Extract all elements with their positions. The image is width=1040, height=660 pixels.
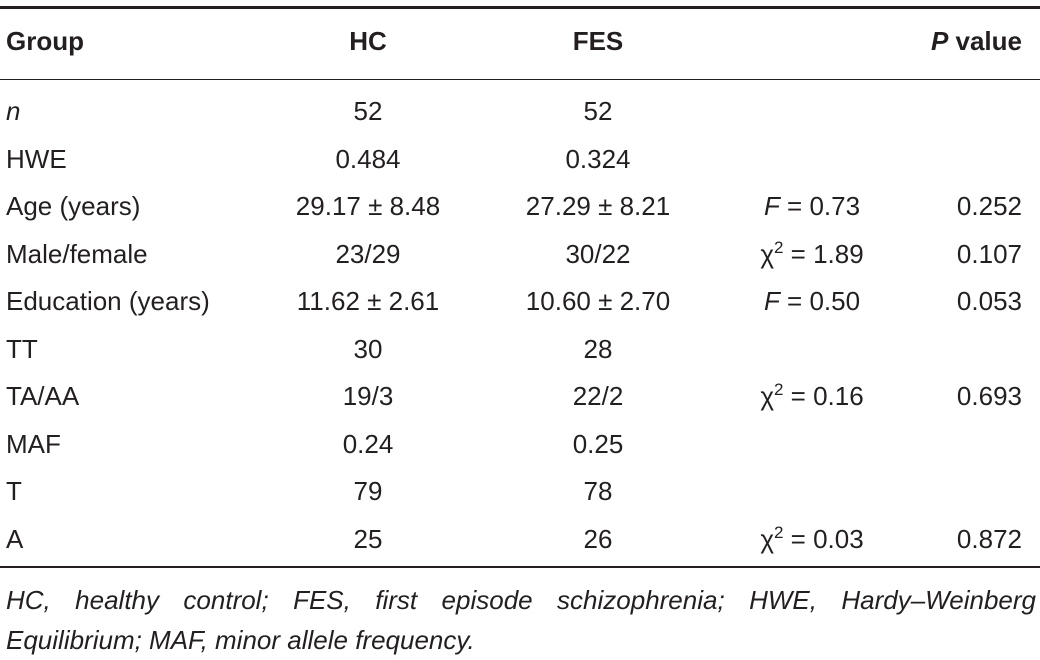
cell-fes: 30/22 (565, 238, 631, 269)
header-hc: HC (349, 26, 387, 56)
cell-fes: 52 (583, 96, 613, 126)
header-p-value: P value (882, 18, 1022, 64)
table-row: Education (years) 11.62 ± 2.61 10.60 ± 2.7… (0, 278, 1040, 324)
row-label: T (6, 476, 22, 506)
table-row: n 52 52 (0, 88, 1040, 134)
statistic-value: = 0.50 (779, 286, 861, 316)
cell-p-value: 0.693 (956, 381, 1022, 411)
table-bottom-rule (0, 566, 1040, 568)
row-label: A (6, 523, 24, 554)
table-row: T 79 78 (0, 468, 1040, 514)
statistic-symbol: F (763, 191, 780, 221)
table-top-rule (0, 6, 1040, 9)
statistic-symbol: F (763, 286, 780, 316)
table-header-rule (0, 79, 1040, 80)
cell-statistic: χ2 = 0.16 (712, 373, 912, 423)
statistic-symbol: χ (760, 523, 774, 554)
statistic-value: = 0.16 (783, 381, 864, 411)
table-row: MAF 0.24 0.25 (0, 421, 1040, 467)
cell-p-value: 0.252 (956, 191, 1022, 221)
cell-fes: 0.324 (565, 143, 631, 174)
table-row: Male/female 23/29 30/22 χ2 = 1.89 0.107 (0, 231, 1040, 277)
row-label: TA/AA (6, 381, 80, 411)
header-p-label: value (948, 26, 1023, 56)
statistic-symbol: χ (760, 238, 774, 269)
cell-fes: 27.29 ± 8.21 (525, 191, 671, 221)
cell-fes: 10.60 ± 2.70 (525, 286, 671, 316)
statistic-superscript: 2 (773, 380, 784, 399)
table-row: HWE 0.484 0.324 (0, 136, 1040, 182)
cell-p-value: 0.053 (956, 286, 1022, 316)
row-label: TT (6, 333, 38, 364)
cell-hc: 19/3 (342, 381, 394, 411)
row-label: MAF (6, 428, 61, 459)
cell-hc: 0.24 (342, 428, 394, 459)
statistic-value: = 0.73 (779, 191, 861, 221)
row-label: HWE (6, 143, 67, 174)
cell-fes: 22/2 (572, 381, 624, 411)
cell-fes: 78 (583, 476, 613, 506)
statistic-symbol: χ (760, 381, 774, 411)
row-label: Education (years) (6, 286, 210, 316)
row-label: n (6, 96, 21, 126)
row-label: Age (years) (6, 191, 141, 221)
row-label: Male/female (6, 238, 148, 269)
table-row: TA/AA 19/3 22/2 χ2 = 0.16 0.693 (0, 373, 1040, 419)
cell-statistic: F = 0.73 (712, 183, 912, 233)
cell-p-value: 0.107 (956, 238, 1022, 269)
cell-hc: 11.62 ± 2.61 (296, 286, 440, 316)
cell-hc: 23/29 (335, 238, 401, 269)
cell-fes: 0.25 (572, 428, 624, 459)
table-footnote: HC, healthy control; FES, first episode … (6, 585, 1036, 655)
cell-p-value: 0.872 (956, 523, 1022, 554)
statistic-value: = 1.89 (783, 238, 864, 269)
cell-statistic: χ2 = 0.03 (712, 516, 912, 566)
header-group: Group (6, 26, 84, 56)
table-row: Age (years) 29.17 ± 8.48 27.29 ± 8.21 F = 0… (0, 183, 1040, 229)
cell-hc: 29.17 ± 8.48 (295, 191, 441, 221)
cell-fes: 26 (583, 523, 613, 554)
statistic-superscript: 2 (773, 522, 784, 542)
statistic-value: = 0.03 (783, 523, 864, 554)
cell-statistic: χ2 = 1.89 (712, 231, 912, 281)
cell-hc: 52 (353, 96, 383, 126)
table-header-row: Group HC FES P value (0, 18, 1040, 64)
cell-hc: 25 (353, 523, 383, 554)
table-row: TT 30 28 (0, 326, 1040, 372)
cell-hc: 79 (353, 476, 383, 506)
header-fes: FES (572, 26, 624, 56)
cell-statistic: F = 0.50 (712, 278, 912, 328)
cell-hc: 30 (353, 333, 383, 364)
statistic-superscript: 2 (773, 237, 784, 257)
cell-fes: 28 (583, 333, 613, 364)
table-row: A 25 26 χ2 = 0.03 0.872 (0, 516, 1040, 562)
header-p-symbol: P (930, 26, 949, 56)
cell-hc: 0.484 (335, 143, 401, 174)
